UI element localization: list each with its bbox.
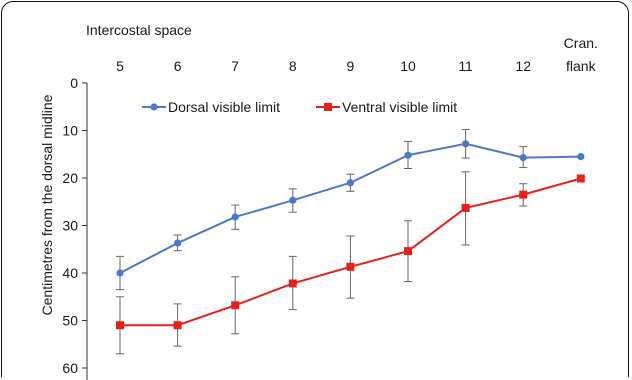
y-tick-label: 30 [62,218,78,234]
data-point [173,321,182,330]
data-point [462,140,470,148]
x-tick-label: 5 [116,58,124,74]
data-point [346,262,355,271]
legend-label: Ventral visible limit [342,99,457,115]
data-point [461,203,470,212]
data-point [116,321,124,330]
y-tick-label: 10 [62,123,78,139]
x-axis-title: Intercostal space [86,22,192,38]
series-ventral [116,171,585,355]
data-point [231,301,240,310]
y-axis-title: Centimetres from the dorsal midline [39,94,55,315]
legend-marker [324,103,332,111]
data-point [231,213,239,221]
data-point [519,153,527,162]
x-tick-label: flank [566,58,597,74]
data-point [288,279,297,288]
x-tick-label: 6 [174,58,182,74]
data-point [576,174,585,183]
data-point [404,151,412,159]
x-tick-label: Cran. [564,35,598,51]
series-dorsal [116,129,585,291]
legend-marker [150,103,158,111]
x-tick-label: 8 [289,58,297,74]
x-tick-label: 12 [515,58,531,74]
y-tick-label: 60 [62,360,78,376]
legend-label: Dorsal visible limit [168,99,280,115]
x-tick-label: 9 [347,58,355,74]
x-tick-label: 7 [231,58,239,74]
data-point [404,247,412,256]
legend: Dorsal visible limit Ventral visible limi… [142,99,457,115]
legend-item-dorsal: Dorsal visible limit [142,99,280,115]
legend-item-ventral: Ventral visible limit [316,99,457,115]
data-point [116,269,124,277]
y-tick-label: 50 [62,313,78,329]
y-tick-label: 20 [62,170,78,186]
x-tick-label: 10 [400,58,416,74]
data-point [174,239,182,247]
data-point [519,190,528,199]
x-tick-label: 11 [458,58,473,74]
x-tick-labels: 5 6 7 8 9 10 11 12 Cran. flank [116,35,598,74]
data-point [577,153,585,161]
y-axis: 0 10 20 30 40 50 60 [62,75,88,380]
data-point [289,196,297,204]
y-tick-label: 0 [70,75,78,91]
data-point [346,179,354,187]
series-layer [116,129,585,355]
y-tick-label: 40 [62,265,78,281]
